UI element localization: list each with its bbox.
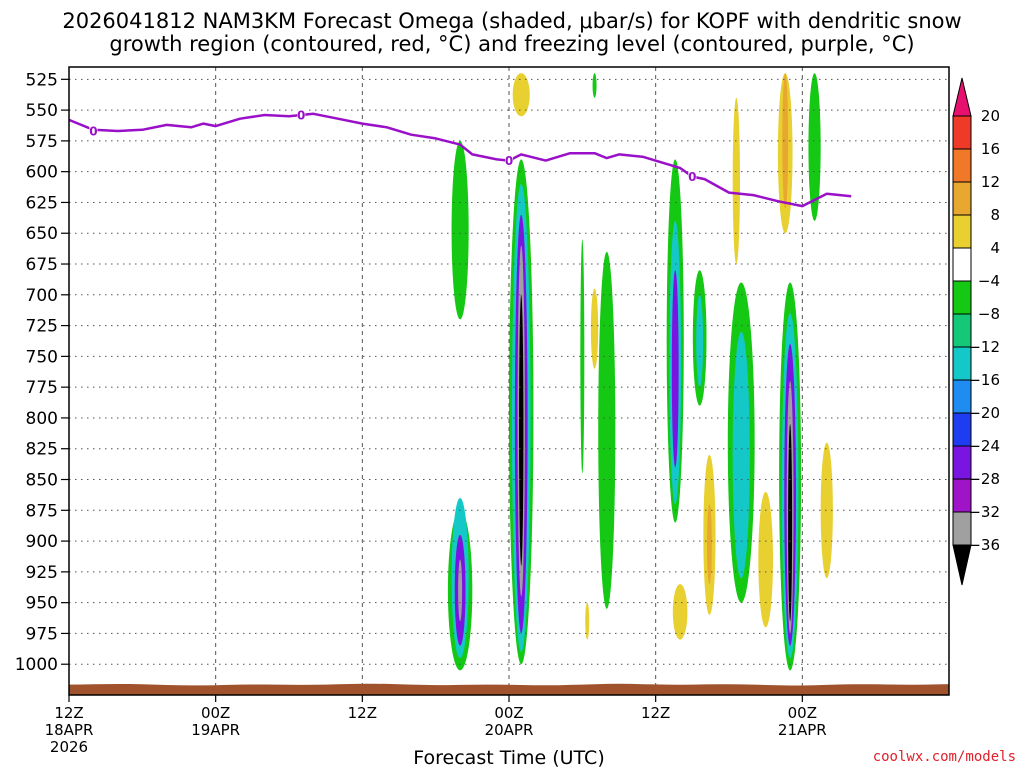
x-tick-label: 20APR: [485, 721, 534, 739]
y-tick-label: 875: [26, 501, 58, 521]
colorbar-segment: [952, 181, 972, 216]
omega-cell: [512, 73, 530, 117]
freezing-level-label: 0: [89, 125, 97, 139]
colorbar-label: 16: [981, 140, 1000, 158]
colorbar-segment: [952, 148, 972, 183]
omega-cell: [590, 288, 599, 369]
omega-cell: [451, 140, 469, 320]
colorbar-label: −32: [968, 503, 1000, 521]
colorbar-label: −4: [978, 272, 1000, 290]
omega-cell: [672, 584, 688, 640]
y-tick-label: 575: [26, 132, 58, 152]
colorbar-segment: [952, 115, 972, 150]
omega-cell: [808, 73, 821, 221]
colorbar-segment: [952, 77, 972, 117]
omega-cell: [696, 294, 704, 388]
omega-cell: [592, 73, 597, 98]
omega-cell: [458, 559, 463, 622]
freezing-level-label: 0: [688, 170, 696, 184]
y-tick-label: 750: [26, 347, 58, 367]
y-tick-label: 775: [26, 378, 58, 398]
colorbar-label: 8: [990, 206, 1000, 224]
omega-cell: [782, 73, 789, 209]
x-tick-label: 00Z: [201, 704, 230, 722]
omega-cell: [598, 251, 616, 609]
y-tick-label: 925: [26, 563, 58, 583]
credit-text: coolwx.com/models: [873, 749, 1016, 765]
freezing-label-bg: [505, 153, 513, 167]
x-tick-label: 00Z: [788, 704, 817, 722]
y-tick-label: 825: [26, 440, 58, 460]
terrain-surface: [69, 683, 949, 695]
y-tick-label: 550: [26, 101, 58, 121]
y-tick-label: 900: [26, 532, 58, 552]
y-tick-label: 850: [26, 471, 58, 491]
chart-title-line1: 2026041812 NAM3KM Forecast Omega (shaded…: [62, 9, 961, 33]
y-tick-label: 650: [26, 224, 58, 244]
freezing-level-line: [68, 112, 852, 208]
colorbar-label: −28: [968, 470, 1000, 488]
colorbar-label: −36: [968, 536, 1000, 554]
freezing-label-bg: [297, 108, 306, 122]
x-tick-label: 12Z: [54, 704, 83, 722]
y-tick-label: 700: [26, 286, 58, 306]
colorbar-label: 12: [981, 173, 1000, 191]
omega-cell: [732, 331, 750, 579]
colorbar-label: −12: [968, 338, 1000, 356]
y-tick-label: 725: [26, 317, 58, 337]
colorbar-segment: [952, 214, 972, 249]
y-axis: 525 550 575 600 625 650 675 700 725 750 775 800 825 8…: [15, 70, 69, 675]
x-tick-label: 00Z: [494, 704, 523, 722]
omega-cell: [519, 294, 524, 566]
y-tick-label: 625: [26, 193, 58, 213]
omega-cell: [580, 239, 585, 474]
x-tick-label: 12Z: [641, 704, 670, 722]
y-tick-label: 1000: [15, 655, 58, 675]
colorbar-label: 20: [981, 107, 1000, 125]
chart-title-line2: growth region (contoured, red, °C) and f…: [109, 32, 914, 56]
omega-shading-layer: [447, 73, 833, 671]
x-tick-label: 2026: [50, 738, 88, 756]
omega-cell: [732, 97, 740, 265]
freezing-level-label: 0: [505, 154, 513, 168]
omega-cell: [671, 270, 679, 468]
y-tick-label: 525: [26, 70, 58, 90]
freezing-label-bg: [89, 124, 98, 138]
x-tick-label: 12Z: [348, 704, 377, 722]
colorbar-label: −20: [968, 404, 1000, 422]
x-tick-label: 19APR: [191, 721, 240, 739]
x-axis-label: Forecast Time (UTC): [413, 747, 604, 768]
freezing-level-layer: 0 0 0 0: [68, 108, 852, 208]
y-tick-label: 800: [26, 409, 58, 429]
y-tick-label: 675: [26, 255, 58, 275]
omega-cell: [788, 424, 793, 622]
freezing-label-bg: [688, 169, 697, 183]
colorbar-segment: [952, 544, 972, 586]
x-tick-label: 18APR: [45, 721, 94, 739]
colorbar-label: −8: [978, 305, 1000, 323]
y-tick-label: 600: [26, 163, 58, 183]
y-tick-label: 950: [26, 594, 58, 614]
x-tick-label: 21APR: [778, 721, 827, 739]
omega-cell: [820, 442, 833, 579]
colorbar: 20 16 12 8 4 −4 −8 −12 −16 −20 −24 −28 −32 −36: [952, 77, 1000, 586]
colorbar-segment: [952, 247, 972, 282]
colorbar-label: 4: [990, 239, 1000, 257]
grid-layer: [68, 67, 949, 695]
omega-cell: [585, 602, 590, 640]
y-tick-label: 975: [26, 624, 58, 644]
omega-cell: [707, 504, 712, 585]
plot-area: 0 0 0 0: [68, 66, 950, 696]
colorbar-label: −24: [968, 437, 1000, 455]
colorbar-segment: [952, 280, 972, 315]
colorbar-label: −16: [968, 371, 1000, 389]
freezing-level-label: 0: [297, 109, 305, 123]
omega-cell: [758, 491, 774, 628]
